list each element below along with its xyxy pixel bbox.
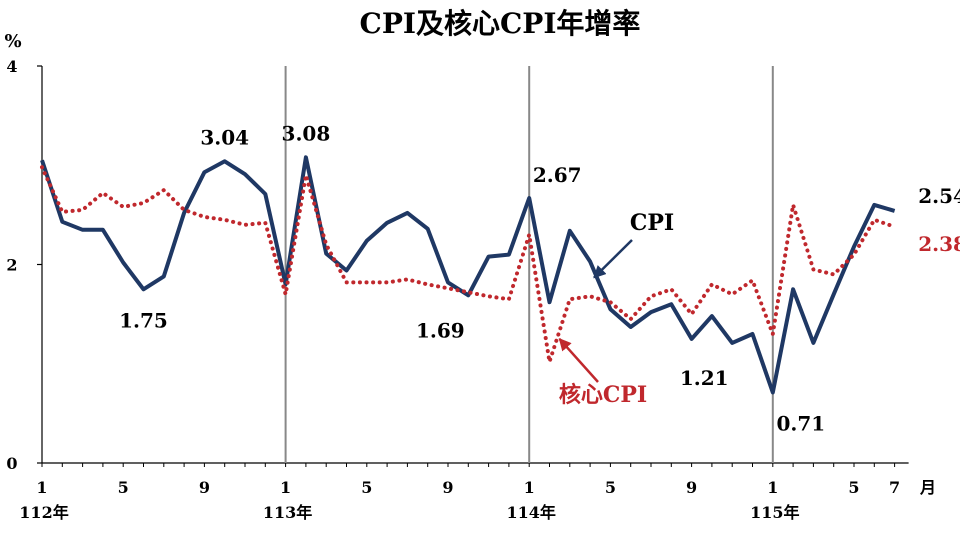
x-tick-label-year: 113年 [263, 503, 312, 522]
data-labels: 1.75 3.04 3.08 1.69 2.67 1.21 0.71 2.54 2.38 [119, 121, 960, 435]
data-label: 0.71 [776, 412, 825, 436]
x-tick-label-year: 115年 [750, 503, 799, 522]
data-label: 3.08 [282, 121, 331, 145]
x-tick-label-month: 1 [36, 478, 47, 497]
x-tick-label-month: 5 [605, 478, 616, 497]
chart-title: CPI及核心CPI年增率 [360, 7, 641, 40]
data-label: 1.75 [119, 308, 168, 332]
legend-arrow-cpi [593, 239, 633, 279]
x-tick-label-month: 1 [767, 478, 778, 497]
y-tick-label: 0 [6, 454, 17, 473]
y-tick-label: 2 [6, 256, 17, 275]
data-label: 2.38 [918, 232, 960, 256]
x-tick-label-month: 1 [524, 478, 535, 497]
legend-arrow-core-cpi [558, 338, 599, 383]
x-tick-label-month: 5 [118, 478, 129, 497]
x-tick-label-year: 114年 [506, 503, 555, 522]
data-label: 1.69 [416, 318, 465, 342]
legend-label-cpi: CPI [630, 210, 674, 236]
y-tick-label: 4 [6, 57, 17, 76]
y-axis-label: % [4, 31, 21, 52]
x-tick-label-month: 5 [848, 478, 859, 497]
x-tick-label-year: 112年 [19, 503, 68, 522]
core-cpi-series-line [40, 165, 897, 364]
x-tick-label-month: 9 [442, 478, 453, 497]
year-dividers [284, 66, 774, 463]
x-tick-label-month: 9 [686, 478, 697, 497]
x-tick-label-month: 5 [361, 478, 372, 497]
x-tick-label-month: 7 [889, 478, 900, 497]
data-label: 2.67 [533, 163, 582, 187]
data-label: 1.21 [680, 366, 729, 390]
legend-label-core-cpi: 核心CPI [559, 382, 647, 408]
x-axis-unit-label: 月 [919, 478, 936, 497]
x-tick-label-month: 9 [199, 478, 210, 497]
x-tick-label-month: 1 [280, 478, 291, 497]
tick-labels: 0 2 4 1 112年 5 9 1 113年 5 9 1 114年 5 9 1 115年 5 7 [6, 57, 900, 522]
data-label: 2.54 [918, 184, 960, 208]
data-label: 3.04 [200, 125, 249, 149]
cpi-series-line [40, 155, 896, 395]
legend-callouts: CPI 核心CPI [558, 210, 674, 408]
axes-group [37, 65, 909, 467]
series-lines [40, 155, 897, 395]
